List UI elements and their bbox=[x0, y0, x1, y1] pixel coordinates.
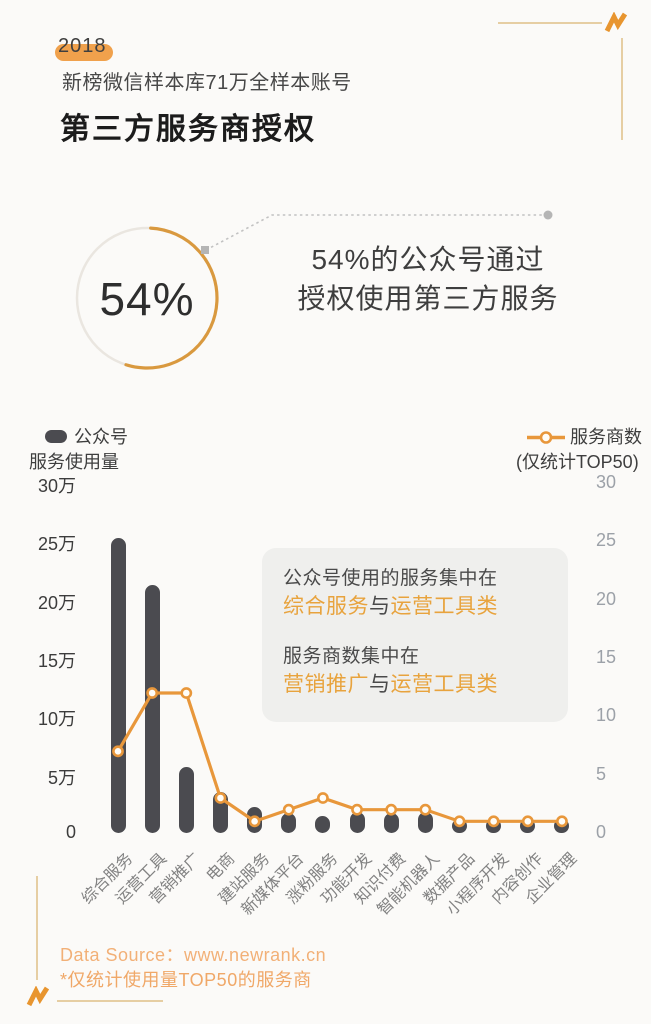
y-tick-right: 10 bbox=[596, 705, 617, 726]
line-legend-label-1: 服务商数 bbox=[570, 427, 642, 447]
bar-智能机器人 bbox=[417, 812, 433, 833]
newrank-logo-zigzag-bottom bbox=[26, 986, 50, 1007]
line-point-知识付费 bbox=[385, 803, 398, 816]
annotation-orange-term: 运营工具类 bbox=[390, 595, 498, 618]
frame-line-top bbox=[498, 22, 602, 24]
line-point-小程序开发 bbox=[487, 815, 500, 828]
y-tick-left: 20万 bbox=[37, 592, 76, 613]
line-point-功能开发 bbox=[351, 803, 363, 816]
bar-知识付费 bbox=[383, 813, 399, 833]
line-point-涨粉服务 bbox=[316, 792, 329, 804]
donut-chart bbox=[75, 226, 219, 370]
bar-涨粉服务 bbox=[315, 815, 331, 833]
bar-legend-label-2: 服务使用量 bbox=[29, 452, 119, 472]
y-tick-left: 25万 bbox=[37, 534, 76, 555]
y-tick-left: 15万 bbox=[37, 650, 76, 671]
frame-line-bottom bbox=[57, 1000, 163, 1002]
year-highlight bbox=[55, 44, 113, 61]
annotation-orange-term: 营销推广 bbox=[283, 673, 369, 696]
bar-营销推广 bbox=[178, 766, 194, 833]
annotation-connector: 与 bbox=[369, 673, 391, 696]
y-tick-left: 5万 bbox=[47, 767, 76, 788]
annotation-orange-term: 综合服务 bbox=[283, 595, 369, 618]
footnote-text: *仅统计使用量TOP50的服务商 bbox=[60, 970, 312, 990]
bar-综合服务 bbox=[110, 537, 126, 833]
y-tick-right: 15 bbox=[596, 646, 617, 667]
headline-text: 54%的公众号通过 授权使用第三方服务 bbox=[280, 240, 576, 318]
year-badge: 2018 bbox=[55, 35, 113, 61]
y-tick-right: 20 bbox=[596, 588, 617, 609]
y-tick-right: 30 bbox=[596, 472, 617, 492]
bar-新媒体平台 bbox=[281, 813, 297, 833]
line-point-运营工具 bbox=[146, 687, 159, 699]
line-point-综合服务 bbox=[112, 745, 124, 758]
headline-line1: 54%的公众号通过 bbox=[311, 244, 545, 275]
bar-功能开发 bbox=[349, 812, 365, 833]
annotation-orange-term: 运营工具类 bbox=[390, 673, 498, 696]
bar-legend-label-1: 公众号 bbox=[74, 427, 128, 447]
line-point-营销推广 bbox=[180, 687, 193, 699]
line-point-数据产品 bbox=[453, 815, 466, 828]
y-tick-left: 10万 bbox=[37, 709, 76, 730]
line-point-智能机器人 bbox=[419, 803, 432, 816]
sample-subtitle: 新榜微信样本库71万全样本账号 bbox=[62, 72, 352, 94]
frame-line-bottom-left bbox=[36, 876, 38, 980]
newrank-logo-zigzag-top bbox=[604, 12, 628, 33]
headline-line2: 授权使用第三方服务 bbox=[297, 283, 559, 314]
y-tick-left: 0 bbox=[65, 821, 76, 842]
donut-percent-label: 54% bbox=[99, 273, 195, 325]
line-point-新媒体平台 bbox=[282, 803, 295, 816]
line-point-建站服务 bbox=[248, 815, 261, 828]
line-point-企业管理 bbox=[556, 815, 568, 828]
annotation-line4: 营销推广与运营工具类 bbox=[283, 670, 568, 700]
data-source-text: Data Source：www.newrank.cn bbox=[60, 945, 327, 965]
frame-line-right bbox=[621, 38, 623, 140]
bar-运营工具 bbox=[144, 584, 160, 833]
y-tick-right: 5 bbox=[596, 763, 607, 784]
annotation-connector: 与 bbox=[369, 595, 391, 618]
year-text: 2018 bbox=[58, 35, 107, 57]
y-tick-left: 30万 bbox=[37, 476, 76, 496]
annotation-line3: 服务商数集中在 bbox=[283, 646, 420, 667]
y-tick-right: 25 bbox=[596, 530, 617, 551]
line-legend-label-2: (仅统计TOP50) bbox=[516, 452, 639, 472]
annotation-line2: 综合服务与运营工具类 bbox=[283, 592, 568, 622]
line-legend-marker-icon bbox=[527, 431, 565, 444]
donut-arc-54 bbox=[75, 226, 219, 370]
annotation-line1: 公众号使用的服务集中在 bbox=[283, 568, 498, 589]
bar-legend-swatch bbox=[45, 430, 67, 443]
page-title: 第三方服务商授权 bbox=[60, 113, 316, 146]
line-point-电商 bbox=[214, 792, 227, 804]
line-point-内容创作 bbox=[521, 815, 534, 828]
annotation-box: 公众号使用的服务集中在 综合服务与运营工具类 服务商数集中在 营销推广与运营工具… bbox=[262, 548, 568, 722]
y-tick-right: 0 bbox=[596, 821, 607, 842]
